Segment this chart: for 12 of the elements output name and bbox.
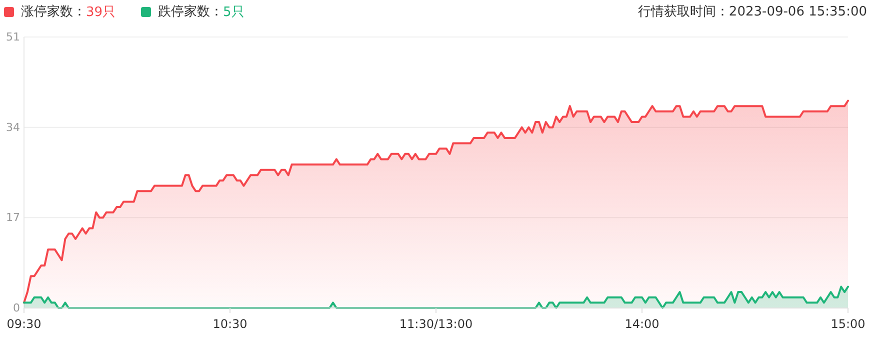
- x-tick-label: 10:30: [212, 317, 248, 331]
- x-tick-label: 09:30: [6, 317, 42, 331]
- text: 行情获取时间：2023-09-06 15:35:00: [638, 4, 867, 20]
- x-tick-label: 15:00: [830, 317, 866, 331]
- x-tick-label: 14:00: [624, 317, 660, 331]
- legend-label: 涨停家数：39只: [21, 4, 116, 20]
- x-tick-label: 11:30/13:00: [399, 317, 473, 331]
- y-tick-label: 17: [6, 211, 20, 224]
- legend-label: 跌停家数：5只: [158, 4, 244, 20]
- y-tick-label: 34: [6, 120, 20, 134]
- y-tick-label: 51: [6, 30, 20, 44]
- y-tick-label: 0: [13, 302, 20, 314]
